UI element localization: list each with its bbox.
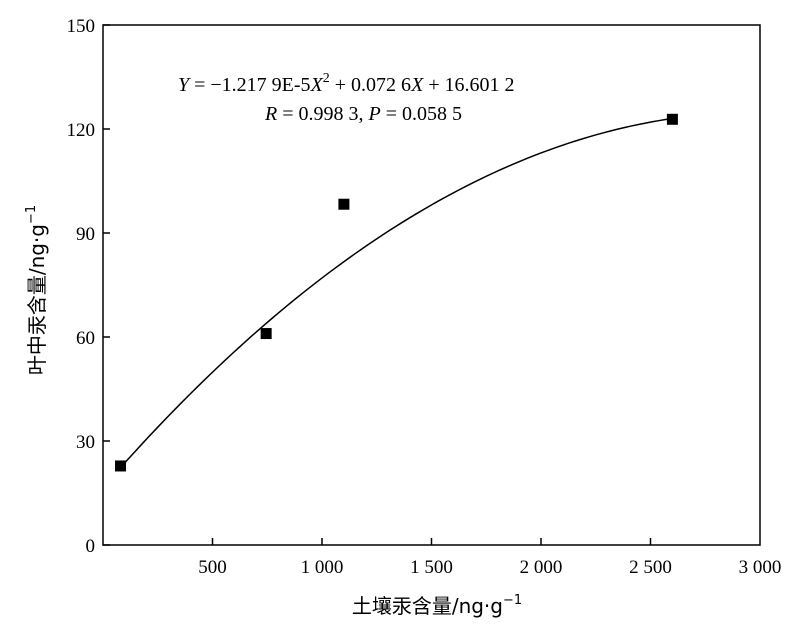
y-tick-label: 0 xyxy=(86,536,96,557)
x-axis-ticks: 500 1 000 1 500 2 000 2 500 3 000 xyxy=(198,538,781,578)
y-axis-ticks: 0 30 60 90 120 150 xyxy=(67,16,110,557)
fit-curve xyxy=(119,117,673,469)
r-p-annotation: R = 0.998 3, P = 0.058 5 xyxy=(264,103,462,125)
y-tick-label: 30 xyxy=(76,432,95,453)
equation-annotation: Y = −1.217 9E-5X2 + 0.072 6X + 16.601 2 xyxy=(178,71,515,96)
x-tick-label: 500 xyxy=(198,557,227,578)
x-tick-label: 1 000 xyxy=(301,557,344,578)
data-point xyxy=(115,460,127,472)
y-tick-label: 60 xyxy=(76,328,95,349)
y-tick-label: 120 xyxy=(67,120,96,141)
data-point xyxy=(666,113,678,125)
data-point xyxy=(338,198,350,210)
x-tick-label: 2 500 xyxy=(629,557,672,578)
y-tick-label: 150 xyxy=(67,16,96,37)
data-points xyxy=(115,113,678,472)
x-tick-label: 1 500 xyxy=(410,557,453,578)
x-axis-title: 土壤汞含量/ng·g−1 xyxy=(352,593,522,618)
x-tick-label: 3 000 xyxy=(739,557,782,578)
y-tick-label: 90 xyxy=(76,224,95,245)
data-point xyxy=(260,328,272,340)
y-axis-title: 叶中汞含量/ng·g−1 xyxy=(24,205,49,375)
x-tick-label: 2 000 xyxy=(520,557,563,578)
